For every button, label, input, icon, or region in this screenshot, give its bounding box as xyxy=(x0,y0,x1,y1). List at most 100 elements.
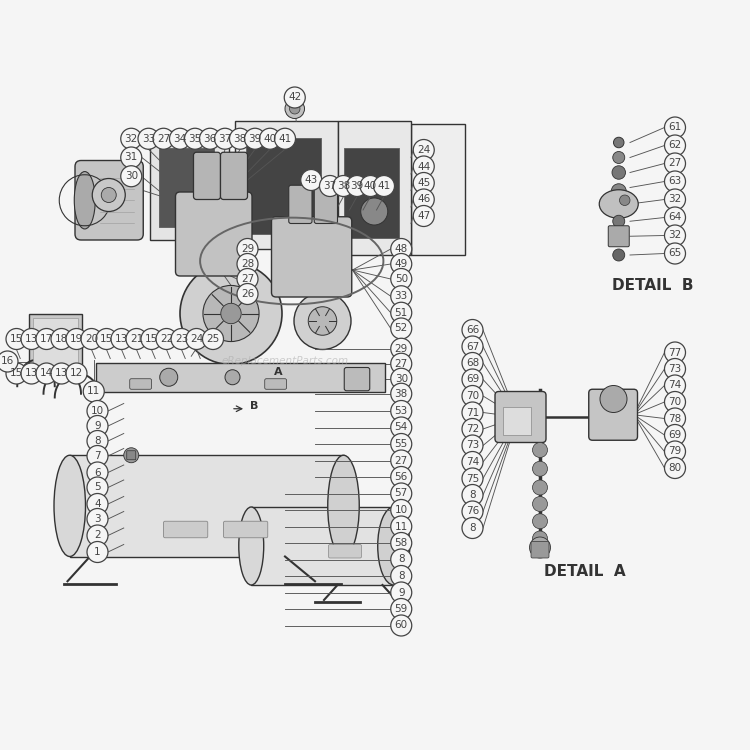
Circle shape xyxy=(462,336,483,357)
Ellipse shape xyxy=(74,172,95,229)
Text: 71: 71 xyxy=(466,407,479,418)
Circle shape xyxy=(87,416,108,436)
FancyBboxPatch shape xyxy=(531,542,549,558)
Circle shape xyxy=(333,176,354,196)
Circle shape xyxy=(391,582,412,603)
Text: 29: 29 xyxy=(241,244,254,254)
Text: 42: 42 xyxy=(288,92,302,103)
Text: 31: 31 xyxy=(124,152,138,163)
Circle shape xyxy=(391,549,412,570)
Circle shape xyxy=(346,176,368,196)
Circle shape xyxy=(96,328,117,350)
Circle shape xyxy=(664,153,686,174)
Text: 72: 72 xyxy=(466,424,479,434)
Circle shape xyxy=(462,468,483,489)
Text: 38: 38 xyxy=(233,134,247,144)
Circle shape xyxy=(664,441,686,462)
Text: 23: 23 xyxy=(175,334,188,344)
Circle shape xyxy=(391,417,412,438)
Text: 32: 32 xyxy=(124,134,138,144)
Text: 59: 59 xyxy=(394,604,408,614)
Circle shape xyxy=(462,518,483,538)
Circle shape xyxy=(220,303,242,324)
Circle shape xyxy=(462,435,483,456)
Circle shape xyxy=(81,328,102,350)
Circle shape xyxy=(171,328,192,350)
Circle shape xyxy=(153,128,174,149)
Text: 8: 8 xyxy=(470,523,476,533)
FancyBboxPatch shape xyxy=(194,152,220,200)
Text: 20: 20 xyxy=(85,334,98,344)
Text: 33: 33 xyxy=(142,134,155,144)
Circle shape xyxy=(156,328,177,350)
Text: 58: 58 xyxy=(394,538,408,548)
Circle shape xyxy=(126,328,147,350)
Text: 17: 17 xyxy=(40,334,53,344)
Text: 33: 33 xyxy=(394,291,408,302)
Circle shape xyxy=(160,368,178,386)
Circle shape xyxy=(92,178,125,212)
Text: 74: 74 xyxy=(466,457,479,467)
Text: 69: 69 xyxy=(668,430,682,440)
Circle shape xyxy=(391,598,412,619)
Text: 10: 10 xyxy=(91,406,104,416)
Circle shape xyxy=(202,328,223,350)
Circle shape xyxy=(0,351,18,372)
FancyBboxPatch shape xyxy=(344,148,399,238)
Text: 34: 34 xyxy=(173,134,187,144)
Text: 73: 73 xyxy=(668,364,682,374)
FancyBboxPatch shape xyxy=(176,192,252,276)
Ellipse shape xyxy=(54,455,86,556)
Circle shape xyxy=(121,128,142,149)
Text: 39: 39 xyxy=(248,134,262,144)
Text: 3: 3 xyxy=(94,514,100,524)
Circle shape xyxy=(611,184,626,199)
Circle shape xyxy=(391,450,412,471)
Circle shape xyxy=(664,117,686,138)
Text: 16: 16 xyxy=(1,356,14,367)
Circle shape xyxy=(36,363,57,384)
Text: 18: 18 xyxy=(55,334,68,344)
FancyBboxPatch shape xyxy=(220,152,248,200)
Circle shape xyxy=(391,466,412,488)
Circle shape xyxy=(620,195,630,206)
Text: 8: 8 xyxy=(470,490,476,500)
Circle shape xyxy=(613,152,625,164)
Text: 15: 15 xyxy=(10,368,23,379)
Text: 8: 8 xyxy=(398,554,404,565)
Circle shape xyxy=(186,328,207,350)
Text: 9: 9 xyxy=(398,587,404,598)
Text: 32: 32 xyxy=(668,194,682,205)
FancyBboxPatch shape xyxy=(96,363,385,392)
Text: eReplacementParts.com: eReplacementParts.com xyxy=(221,356,349,367)
FancyBboxPatch shape xyxy=(159,148,214,226)
Text: 6: 6 xyxy=(94,467,100,478)
Text: 5: 5 xyxy=(94,482,100,493)
Text: 27: 27 xyxy=(668,158,682,169)
Circle shape xyxy=(290,104,300,114)
Circle shape xyxy=(664,243,686,264)
Circle shape xyxy=(21,363,42,384)
FancyBboxPatch shape xyxy=(338,122,411,255)
FancyBboxPatch shape xyxy=(127,451,136,460)
Circle shape xyxy=(391,532,412,554)
Circle shape xyxy=(391,400,412,422)
Text: 65: 65 xyxy=(668,248,682,259)
Circle shape xyxy=(391,516,412,537)
Text: 53: 53 xyxy=(394,406,408,416)
Text: DETAIL  B: DETAIL B xyxy=(612,278,693,292)
Text: 27: 27 xyxy=(157,134,170,144)
Circle shape xyxy=(664,375,686,396)
Circle shape xyxy=(600,386,627,412)
FancyBboxPatch shape xyxy=(314,185,338,224)
Circle shape xyxy=(237,268,258,290)
Circle shape xyxy=(664,207,686,228)
Text: B: B xyxy=(250,400,258,411)
Text: 43: 43 xyxy=(304,175,318,185)
Circle shape xyxy=(308,307,337,335)
Circle shape xyxy=(87,542,108,562)
Circle shape xyxy=(203,286,259,341)
Text: 11: 11 xyxy=(394,521,408,532)
Text: 24: 24 xyxy=(417,145,430,155)
Text: 51: 51 xyxy=(394,308,408,318)
